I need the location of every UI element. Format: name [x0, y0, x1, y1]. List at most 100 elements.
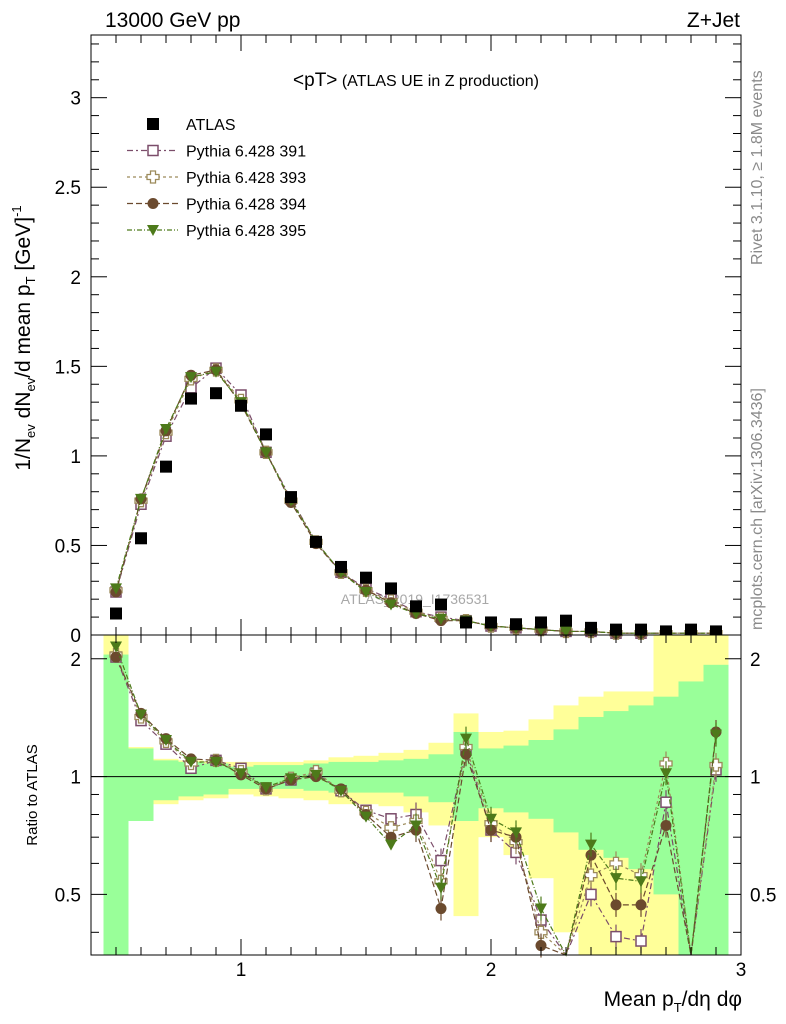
plot-title-main: <pT>	[293, 70, 337, 91]
ratio-data-point	[584, 868, 598, 882]
main-ytick-label: 3	[70, 89, 81, 110]
main-data-point	[110, 583, 122, 595]
main-data-point	[260, 447, 272, 459]
main-data-point	[435, 598, 447, 611]
ratio-band-inner	[203, 763, 229, 795]
ratio-series-4	[110, 641, 722, 957]
ratio-tick-labels: 0.5 1 2 0.5 1 2 1 2 3	[55, 650, 777, 981]
ratio-data-point	[360, 811, 372, 823]
main-data-point	[110, 607, 122, 620]
main-ylabel: 1/Nev dNev/d mean pT [GeV]-1	[9, 205, 38, 470]
main-data-point	[560, 614, 572, 627]
main-ytick-label: 2.5	[55, 178, 81, 199]
ratio-ytick-label-left: 1	[70, 768, 81, 789]
legend-marker-391	[127, 144, 178, 157]
main-data-point	[635, 623, 647, 636]
main-data-point	[585, 621, 597, 634]
legend-entry-391: Pythia 6.428 391	[127, 144, 306, 161]
legend-entry-393: Pythia 6.428 393	[127, 170, 306, 187]
main-tick-labels: 0 0.5 1 1.5 2 2.5 3	[55, 89, 81, 647]
main-data-point	[185, 392, 197, 405]
ratio-data-point	[585, 888, 597, 901]
ratio-data-point	[410, 820, 422, 832]
legend-marker-shape	[146, 170, 160, 184]
analysis-watermark: ATLAS_2019_I1736531	[341, 591, 490, 607]
ratio-data-point	[609, 856, 623, 871]
main-data-point	[410, 600, 422, 613]
rivet-label: Rivet 3.1.10, ≥ 1.8M events	[749, 70, 766, 265]
ratio-data-point	[460, 733, 472, 745]
ratio-ytick-label-right: 1	[750, 768, 761, 789]
main-data-point	[285, 491, 297, 504]
ratio-data-point	[110, 641, 122, 653]
x-axis-label: Mean pT/dη dφ	[604, 988, 742, 1015]
ratio-band-inner	[153, 760, 179, 801]
legend-marker-atlas	[147, 118, 159, 130]
ratio-data-point	[285, 773, 297, 785]
ratio-ylabel: Ratio to ATLAS	[24, 744, 41, 845]
main-ytick-label: 0.5	[55, 536, 81, 557]
main-ytick-label: 1.5	[55, 357, 81, 378]
ratio-data-point	[110, 651, 122, 663]
xtick-label: 1	[236, 960, 247, 981]
main-data-point	[135, 493, 147, 505]
main-data-point	[335, 560, 347, 573]
main-series-layer	[109, 362, 723, 640]
legend-marker-393	[127, 170, 178, 184]
ratio-data-point	[310, 769, 322, 781]
ratio-band-inner	[553, 729, 579, 833]
plot-title-sub: (ATLAS UE in Z production)	[337, 73, 539, 90]
xtick-label: 2	[486, 960, 497, 981]
ratio-data-point	[610, 899, 622, 911]
header-right: Z+Jet	[687, 9, 740, 32]
legend-label-391: Pythia 6.428 391	[186, 144, 306, 161]
ratio-data-point	[534, 925, 548, 939]
main-data-point	[385, 582, 397, 595]
legend-entry-atlas: ATLAS	[147, 117, 236, 134]
ratio-data-point	[235, 768, 247, 780]
main-data-point	[435, 613, 447, 625]
ratio-band-inner	[478, 748, 504, 809]
main-data-point	[310, 535, 322, 548]
legend-marker-shape	[147, 118, 159, 130]
ratio-band-inner	[128, 748, 154, 821]
main-data-point	[610, 623, 622, 636]
ratio-series-layer	[109, 641, 723, 958]
ratio-data-point	[635, 899, 647, 911]
main-data-point	[710, 625, 722, 638]
main-axis-ticks	[91, 35, 741, 636]
main-data-point	[560, 626, 572, 638]
legend-marker-395	[127, 225, 178, 236]
ratio-band-inner	[403, 758, 429, 797]
ratio-data-point	[709, 758, 723, 772]
mcplots-label: mcplots.cern.ch [arXiv:1306.3436]	[749, 388, 766, 630]
main-data-point	[160, 424, 172, 436]
ratio-data-point	[535, 940, 547, 952]
legend-marker-shape	[147, 198, 159, 209]
main-data-point	[235, 399, 247, 412]
ratio-data-point	[210, 756, 222, 768]
legend: ATLAS Pythia 6.428 391 Pythia 6.428 393 …	[127, 117, 306, 240]
ratio-band-inner	[528, 740, 554, 819]
main-data-point	[160, 460, 172, 473]
ratio-band-inner	[428, 754, 454, 803]
main-data-point	[185, 372, 197, 384]
ratio-ytick-label-right: 0.5	[750, 885, 776, 906]
ratio-data-point	[585, 839, 597, 851]
ratio-data-point	[335, 785, 347, 797]
ratio-data-point	[435, 882, 447, 894]
ratio-data-point	[660, 819, 672, 831]
xtick-label: 3	[736, 960, 747, 981]
main-series-0	[110, 387, 722, 638]
main-data-point	[510, 618, 522, 631]
ratio-data-point	[135, 709, 147, 721]
ratio-data-point	[535, 903, 547, 915]
legend-label-393: Pythia 6.428 393	[186, 170, 306, 187]
ratio-axis-ticks	[91, 635, 742, 955]
main-data-point	[535, 616, 547, 629]
main-data-point	[385, 599, 397, 611]
main-data-point	[460, 616, 472, 629]
legend-entry-395: Pythia 6.428 395	[127, 223, 306, 240]
ratio-data-point	[610, 873, 622, 885]
legend-marker-shape	[147, 225, 159, 236]
